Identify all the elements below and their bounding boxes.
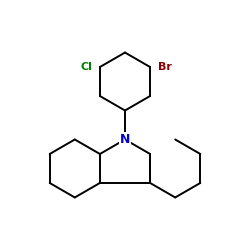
Text: Br: Br	[158, 62, 172, 72]
Text: Cl: Cl	[80, 62, 92, 72]
Text: N: N	[120, 133, 130, 146]
